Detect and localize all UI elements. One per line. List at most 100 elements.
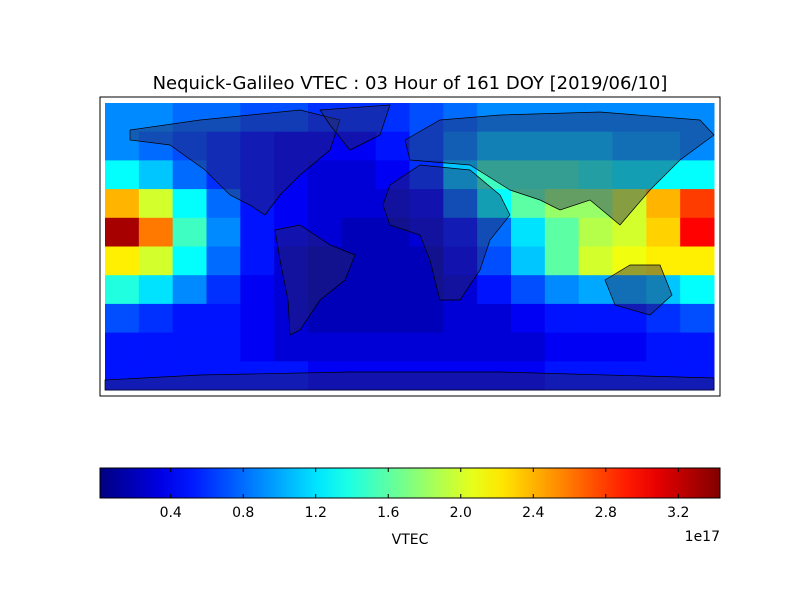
heat-cell bbox=[172, 332, 207, 362]
antarctica bbox=[104, 371, 715, 391]
heat-cell bbox=[172, 275, 207, 305]
heat-cell bbox=[511, 217, 546, 247]
heat-cell bbox=[409, 189, 444, 219]
heat-cell bbox=[409, 131, 444, 161]
heat-cell bbox=[341, 217, 377, 247]
heat-cell bbox=[341, 131, 377, 161]
offset-label: 1e17 bbox=[685, 529, 720, 545]
heat-cell bbox=[375, 275, 410, 305]
greenland bbox=[319, 104, 391, 151]
heat-cell bbox=[274, 275, 309, 305]
heat-cell bbox=[341, 332, 377, 362]
heat-cell bbox=[341, 160, 377, 190]
heat-cell bbox=[544, 103, 580, 133]
heat-cell bbox=[646, 275, 681, 305]
africa bbox=[382, 164, 511, 301]
heat-cell bbox=[578, 303, 613, 334]
heat-cell bbox=[477, 275, 512, 305]
heat-cell bbox=[172, 246, 207, 276]
heat-cell bbox=[544, 246, 580, 276]
heat-cell bbox=[511, 275, 546, 305]
heat-cell bbox=[274, 303, 309, 334]
heat-cell bbox=[206, 246, 241, 276]
heat-cell bbox=[375, 303, 410, 334]
heat-cell bbox=[477, 131, 512, 161]
heat-cell bbox=[443, 189, 478, 219]
heat-cell bbox=[375, 246, 410, 276]
heat-cell bbox=[612, 217, 647, 247]
heat-cell bbox=[680, 361, 715, 391]
title: Nequick-Galileo VTEC : 03 Hour of 161 DO… bbox=[153, 73, 668, 94]
continents bbox=[104, 104, 715, 391]
heat-cell bbox=[646, 217, 681, 247]
heat-cell bbox=[240, 189, 275, 219]
heat-cell bbox=[172, 160, 207, 190]
heat-cell bbox=[680, 160, 715, 190]
heat-cell bbox=[206, 275, 241, 305]
heat-cell bbox=[138, 361, 174, 391]
colorbar-tick-label: 2.4 bbox=[522, 505, 544, 521]
colorbar-tick-label: 3.2 bbox=[667, 505, 689, 521]
heat-cell bbox=[240, 361, 275, 391]
heat-cell bbox=[206, 160, 241, 190]
heat-cell bbox=[511, 131, 546, 161]
heat-cell bbox=[105, 160, 140, 190]
heat-cell bbox=[612, 275, 647, 305]
heat-cell bbox=[105, 303, 140, 334]
heat-cell bbox=[240, 131, 275, 161]
heat-cell bbox=[477, 332, 512, 362]
heat-cell bbox=[240, 103, 275, 133]
heat-cell bbox=[105, 217, 140, 247]
heat-cell bbox=[240, 303, 275, 334]
heat-cell bbox=[578, 103, 613, 133]
heat-cell bbox=[105, 246, 140, 276]
colorbar-tick-label: 1.6 bbox=[377, 505, 399, 521]
heat-cell bbox=[274, 131, 309, 161]
heat-cell bbox=[409, 160, 444, 190]
heat-cell bbox=[544, 303, 580, 334]
heat-cell bbox=[341, 189, 377, 219]
heat-cell bbox=[138, 131, 174, 161]
heat-cell bbox=[477, 160, 512, 190]
heat-cell bbox=[646, 189, 681, 219]
heatmap bbox=[105, 103, 715, 391]
colorbar bbox=[99, 467, 721, 499]
heat-cell bbox=[375, 189, 410, 219]
heat-cell bbox=[105, 275, 140, 305]
heat-cell bbox=[544, 217, 580, 247]
heat-cell bbox=[308, 246, 343, 276]
heat-cell bbox=[206, 303, 241, 334]
heat-cell bbox=[443, 131, 478, 161]
heat-cell bbox=[612, 246, 647, 276]
heat-cell bbox=[646, 246, 681, 276]
heat-cell bbox=[240, 275, 275, 305]
heat-cell bbox=[680, 217, 715, 247]
heat-cell bbox=[477, 361, 512, 391]
heat-cell bbox=[274, 217, 309, 247]
heat-cell bbox=[511, 303, 546, 334]
heat-cell bbox=[206, 189, 241, 219]
heat-cell bbox=[578, 189, 613, 219]
heat-cell bbox=[172, 189, 207, 219]
heat-cell bbox=[544, 160, 580, 190]
heat-cell bbox=[544, 131, 580, 161]
heat-cell bbox=[578, 361, 613, 391]
colorbar-tick-label: 1.2 bbox=[305, 505, 327, 521]
heat-cell bbox=[544, 361, 580, 391]
heat-cell bbox=[443, 246, 478, 276]
heat-cell bbox=[511, 361, 546, 391]
heat-cell bbox=[375, 103, 410, 133]
heat-cell bbox=[544, 189, 580, 219]
heat-cell bbox=[578, 275, 613, 305]
heat-cell bbox=[477, 303, 512, 334]
heat-cell bbox=[511, 246, 546, 276]
heat-cell bbox=[578, 160, 613, 190]
heat-cell bbox=[409, 303, 444, 334]
heat-cell bbox=[612, 103, 647, 133]
heat-cell bbox=[138, 217, 174, 247]
heat-cell bbox=[511, 332, 546, 362]
heat-cell bbox=[646, 131, 681, 161]
heat-cell bbox=[308, 332, 343, 362]
heat-cell bbox=[138, 303, 174, 334]
